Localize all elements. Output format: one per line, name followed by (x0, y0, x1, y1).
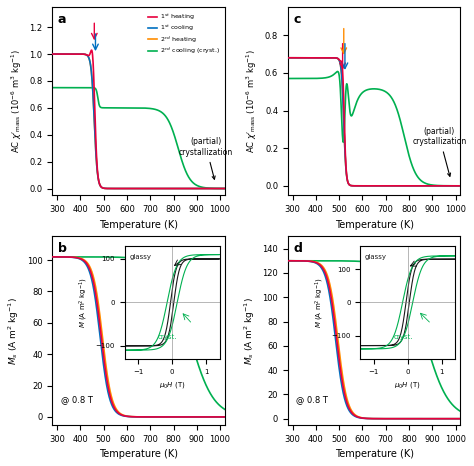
Text: c: c (293, 13, 301, 26)
Y-axis label: AC $\chi'_{\rm mass}$ (10$^{-6}$ m$^3$ kg$^{-1}$): AC $\chi'_{\rm mass}$ (10$^{-6}$ m$^3$ k… (245, 49, 259, 153)
Y-axis label: AC $\chi'_{\rm mass}$ (10$^{-6}$ m$^3$ kg$^{-1}$): AC $\chi'_{\rm mass}$ (10$^{-6}$ m$^3$ k… (9, 49, 24, 153)
X-axis label: Temperature (K): Temperature (K) (99, 219, 178, 230)
Legend: 1$^{st}$ heating, 1$^{st}$ cooling, 2$^{nd}$ heating, 2$^{nd}$ cooling (cryst.): 1$^{st}$ heating, 1$^{st}$ cooling, 2$^{… (146, 10, 222, 58)
Text: a: a (57, 13, 66, 26)
X-axis label: Temperature (K): Temperature (K) (99, 449, 178, 459)
Text: (partial)
crystallization: (partial) crystallization (179, 137, 233, 179)
Y-axis label: $M_s$ (A m$^2$ kg$^{-1}$): $M_s$ (A m$^2$ kg$^{-1}$) (7, 297, 21, 364)
X-axis label: Temperature (K): Temperature (K) (335, 219, 413, 230)
X-axis label: Temperature (K): Temperature (K) (335, 449, 413, 459)
Text: @ 0.8 T: @ 0.8 T (61, 395, 93, 404)
Text: b: b (57, 242, 66, 255)
Text: (partial)
crystallization: (partial) crystallization (412, 127, 466, 176)
Y-axis label: $M_s$ (A m$^2$ kg$^{-1}$): $M_s$ (A m$^2$ kg$^{-1}$) (242, 297, 257, 364)
Text: d: d (293, 242, 302, 255)
Text: @ 0.8 T: @ 0.8 T (296, 395, 328, 404)
